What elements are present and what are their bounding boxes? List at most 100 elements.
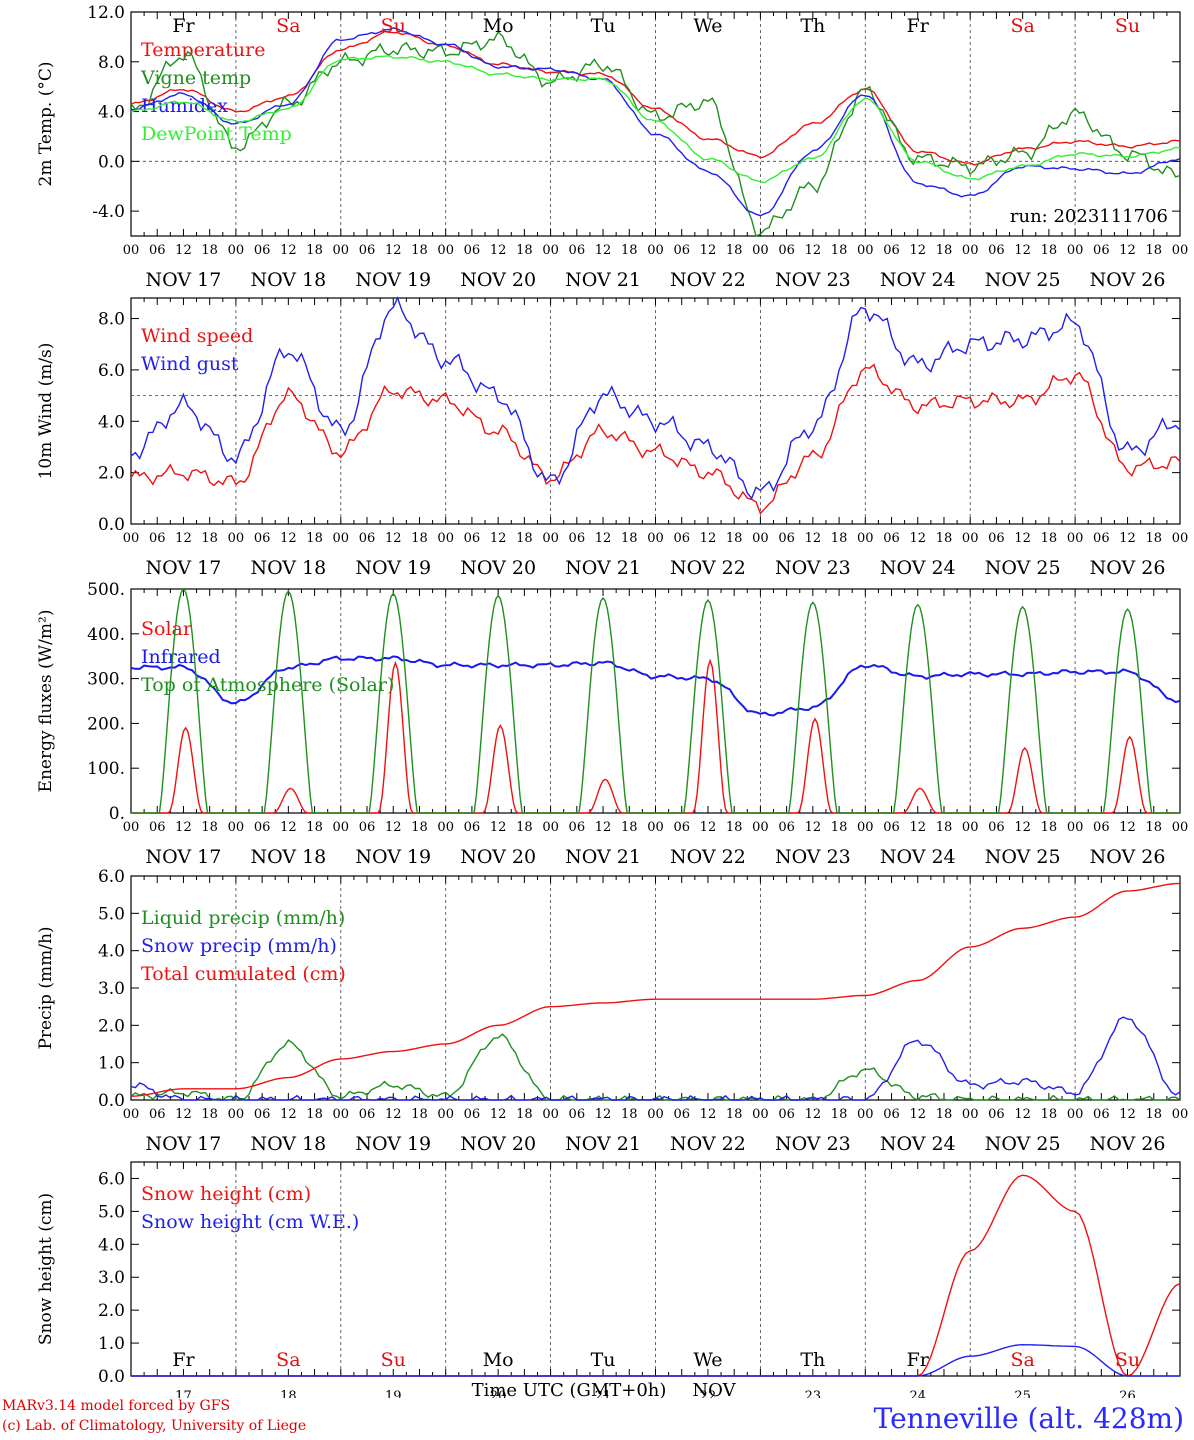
weekday-label: We xyxy=(693,15,722,37)
hour-label: 00 xyxy=(333,1107,350,1122)
date-label: NOV 26 xyxy=(1090,1133,1166,1155)
hour-label: 06 xyxy=(883,243,900,258)
date-label: NOV 21 xyxy=(565,557,641,579)
date-label: NOV 19 xyxy=(355,557,431,579)
hour-label: 06 xyxy=(778,243,795,258)
date-label: NOV 18 xyxy=(250,269,326,291)
legend-entry: Wind gust xyxy=(141,353,239,375)
y-tick-label: 4.0 xyxy=(98,103,125,123)
hour-label: 00 xyxy=(752,243,769,258)
hour-label: 18 xyxy=(411,531,428,546)
weekday-label: Th xyxy=(800,15,825,37)
hour-label: 00 xyxy=(437,820,454,835)
date-label: NOV 24 xyxy=(880,269,956,291)
hour-label: 00 xyxy=(647,531,664,546)
hour-label: 06 xyxy=(254,1107,271,1122)
hour-label: 06 xyxy=(1093,531,1110,546)
day-number: 18 xyxy=(280,1389,297,1398)
day-number: 23 xyxy=(805,1389,822,1398)
hour-label: 00 xyxy=(1067,531,1084,546)
hour-label: 06 xyxy=(359,531,376,546)
date-label: NOV 23 xyxy=(775,846,851,868)
y-tick-label: 1.0 xyxy=(98,1334,125,1354)
y-tick-label: 6.0 xyxy=(98,361,125,381)
legend-entry: Liquid precip (mm/h) xyxy=(141,907,345,929)
hour-label: 00 xyxy=(647,1107,664,1122)
hour-label: 18 xyxy=(726,1107,743,1122)
hour-label: 18 xyxy=(621,243,638,258)
weekday-label: Fr xyxy=(907,1349,930,1371)
y-tick-label: -4.0 xyxy=(92,202,125,222)
run-annotation: run: 2023111706 xyxy=(1010,206,1168,227)
hour-label: 18 xyxy=(1041,243,1058,258)
y-axis-label: 2m Temp. (°C) xyxy=(36,61,56,186)
hour-label: 06 xyxy=(149,243,166,258)
hour-label: 00 xyxy=(647,243,664,258)
y-tick-label: 8.0 xyxy=(98,310,125,330)
y-tick-label: 2.0 xyxy=(98,1016,125,1036)
hour-label: 18 xyxy=(411,820,428,835)
hour-label: 12 xyxy=(175,820,192,835)
hour-label: 12 xyxy=(909,1107,926,1122)
y-axis-label: Precip (mm/h) xyxy=(36,926,56,1049)
hour-label: 00 xyxy=(1172,820,1189,835)
hour-label: 06 xyxy=(1093,1107,1110,1122)
hour-label: 06 xyxy=(988,820,1005,835)
hour-label: 06 xyxy=(149,1107,166,1122)
y-tick-label: 0.0 xyxy=(98,515,125,535)
legend-entry: Infrared xyxy=(141,646,221,668)
weekday-label: Mo xyxy=(483,1349,514,1371)
series-line-total-cumulated-cm xyxy=(130,882,1181,1097)
y-tick-label: 400. xyxy=(87,625,125,645)
hour-label: 18 xyxy=(1146,1107,1163,1122)
hour-label: 12 xyxy=(909,820,926,835)
hour-label: 06 xyxy=(883,531,900,546)
hour-label: 12 xyxy=(1014,531,1031,546)
hour-label: 00 xyxy=(228,1107,245,1122)
hour-label: 18 xyxy=(936,531,953,546)
hour-label: 00 xyxy=(228,820,245,835)
hour-label: 06 xyxy=(673,820,690,835)
hour-label: 12 xyxy=(280,243,297,258)
date-label: NOV 17 xyxy=(146,269,222,291)
y-tick-label: 1.0 xyxy=(98,1054,125,1074)
hour-label: 06 xyxy=(464,243,481,258)
hour-label: 06 xyxy=(569,531,586,546)
date-label: NOV 19 xyxy=(355,846,431,868)
hour-label: 12 xyxy=(595,820,612,835)
y-tick-label: 2.0 xyxy=(98,464,125,484)
hour-label: 12 xyxy=(280,531,297,546)
hour-label: 18 xyxy=(306,243,323,258)
hour-label: 18 xyxy=(306,531,323,546)
legend-entry: Solar xyxy=(141,618,193,640)
hour-label: 06 xyxy=(359,820,376,835)
hour-label: 12 xyxy=(1014,1107,1031,1122)
y-tick-label: 300. xyxy=(87,670,125,690)
date-label: NOV 23 xyxy=(775,557,851,579)
legend-entry: Temperature xyxy=(141,39,265,61)
date-label: NOV 26 xyxy=(1090,269,1166,291)
y-axis-label: Snow height (cm) xyxy=(36,1193,56,1345)
hour-label: 18 xyxy=(411,1107,428,1122)
date-label: NOV 18 xyxy=(250,846,326,868)
hour-label: 00 xyxy=(962,243,979,258)
weekday-label: Sa xyxy=(1010,1349,1034,1371)
date-label: NOV 17 xyxy=(146,1133,222,1155)
hour-label: 18 xyxy=(1146,820,1163,835)
hour-label: 12 xyxy=(700,243,717,258)
hour-label: 18 xyxy=(1146,243,1163,258)
hour-label: 00 xyxy=(437,1107,454,1122)
hour-label: 12 xyxy=(175,531,192,546)
hour-label: 00 xyxy=(962,1107,979,1122)
weekday-label: Tu xyxy=(591,15,616,37)
y-tick-label: 0. xyxy=(109,804,125,824)
date-label: NOV 18 xyxy=(250,557,326,579)
y-axis-label: Energy fluxes (W/m²) xyxy=(36,610,56,793)
weekday-label: Th xyxy=(800,1349,825,1371)
hour-label: 06 xyxy=(254,243,271,258)
hour-label: 12 xyxy=(1119,1107,1136,1122)
hour-label: 00 xyxy=(647,820,664,835)
hour-label: 00 xyxy=(542,1107,559,1122)
y-tick-label: 5.0 xyxy=(98,904,125,924)
date-label: NOV 26 xyxy=(1090,846,1166,868)
